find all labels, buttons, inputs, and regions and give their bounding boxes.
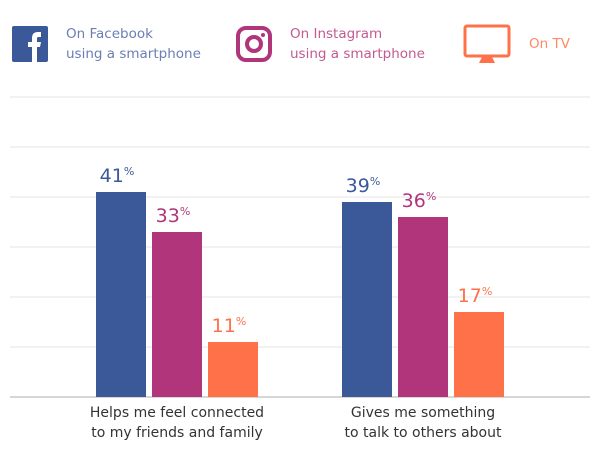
- tv-icon: [463, 24, 511, 63]
- legend-facebook: On Facebook using a smartphone: [12, 24, 201, 64]
- bar: [454, 312, 504, 397]
- category-line: Helps me feel connected: [89, 405, 265, 421]
- category-label: Gives me something to talk to others abou…: [303, 403, 543, 443]
- legend-tv: On TV: [463, 24, 570, 64]
- category-line: Gives me something: [350, 405, 496, 421]
- legend-label: On Facebook: [66, 26, 153, 42]
- legend-instagram: On Instagram using a smartphone: [236, 24, 425, 64]
- instagram-icon: [236, 26, 272, 62]
- category-line: to my friends and family: [91, 425, 263, 441]
- bar: [96, 192, 146, 397]
- legend-label: On TV: [529, 36, 570, 52]
- data-label: 36%: [402, 190, 437, 212]
- legend-label: using a smartphone: [290, 46, 425, 62]
- category-line: to talk to others about: [344, 425, 502, 441]
- bar: [152, 232, 202, 397]
- data-label: 41%: [100, 165, 135, 187]
- facebook-icon: [12, 26, 48, 62]
- data-label: 33%: [156, 205, 191, 227]
- category-label: Helps me feel connected to my friends and…: [57, 403, 297, 443]
- legend-label: On Instagram: [290, 26, 383, 42]
- data-label: 11%: [212, 315, 247, 337]
- data-label: 39%: [346, 175, 381, 197]
- data-label: 17%: [458, 285, 493, 307]
- bar: [398, 217, 448, 397]
- legend-label: using a smartphone: [66, 46, 201, 62]
- bar: [342, 202, 392, 397]
- bar: [208, 342, 258, 397]
